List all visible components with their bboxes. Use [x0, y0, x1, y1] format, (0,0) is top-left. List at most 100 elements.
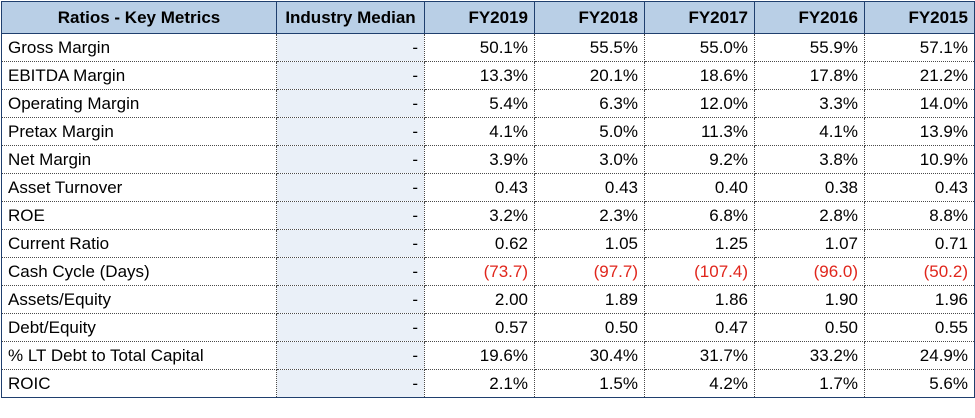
value-cell-fy2015[interactable]: 0.43	[864, 173, 975, 202]
value-cell-fy2017[interactable]: 1.86	[644, 285, 755, 314]
value-cell-fy2019[interactable]: 0.62	[424, 229, 535, 258]
value-cell-fy2015[interactable]: 21.2%	[864, 61, 975, 90]
value-cell-fy2017[interactable]: 1.25	[644, 229, 755, 258]
value-cell-fy2015[interactable]: 57.1%	[864, 33, 975, 62]
value-cell-fy2018[interactable]: 0.43	[534, 173, 645, 202]
header-metric[interactable]: Ratios - Key Metrics	[1, 1, 277, 34]
value-cell-fy2016[interactable]: 3.8%	[754, 145, 865, 174]
value-cell-fy2015[interactable]: 1.96	[864, 285, 975, 314]
value-cell-fy2017[interactable]: 11.3%	[644, 117, 755, 146]
value-cell-fy2018[interactable]: 1.89	[534, 285, 645, 314]
metric-label[interactable]: ROIC	[1, 369, 277, 398]
industry-median-cell[interactable]: -	[276, 117, 425, 146]
value-cell-fy2018[interactable]: 2.3%	[534, 201, 645, 230]
value-cell-fy2017[interactable]: 6.8%	[644, 201, 755, 230]
industry-median-cell[interactable]: -	[276, 89, 425, 118]
metric-label[interactable]: Operating Margin	[1, 89, 277, 118]
industry-median-cell[interactable]: -	[276, 369, 425, 398]
value-cell-fy2016[interactable]: 4.1%	[754, 117, 865, 146]
header-fy2015[interactable]: FY2015	[864, 1, 975, 34]
metric-label[interactable]: Cash Cycle (Days)	[1, 257, 277, 286]
industry-median-cell[interactable]: -	[276, 61, 425, 90]
value-cell-fy2016[interactable]: 0.50	[754, 313, 865, 342]
value-cell-fy2016[interactable]: 3.3%	[754, 89, 865, 118]
value-cell-fy2016[interactable]: 1.7%	[754, 369, 865, 398]
value-cell-fy2019[interactable]: 13.3%	[424, 61, 535, 90]
industry-median-cell[interactable]: -	[276, 313, 425, 342]
value-cell-fy2018[interactable]: 0.50	[534, 313, 645, 342]
value-cell-fy2018[interactable]: (97.7)	[534, 257, 645, 286]
value-cell-fy2019[interactable]: 0.57	[424, 313, 535, 342]
header-fy2016[interactable]: FY2016	[754, 1, 865, 34]
value-cell-fy2019[interactable]: 4.1%	[424, 117, 535, 146]
table-row: Current Ratio -0.62 1.05 1.25 1.07 0.71	[1, 229, 975, 258]
value-cell-fy2016[interactable]: (96.0)	[754, 257, 865, 286]
value-cell-fy2017[interactable]: 12.0%	[644, 89, 755, 118]
value-cell-fy2017[interactable]: 0.47	[644, 313, 755, 342]
value-cell-fy2018[interactable]: 20.1%	[534, 61, 645, 90]
value-cell-fy2015[interactable]: 8.8%	[864, 201, 975, 230]
value-cell-fy2015[interactable]: 14.0%	[864, 89, 975, 118]
header-industry-median[interactable]: Industry Median	[276, 1, 425, 34]
metric-label[interactable]: Net Margin	[1, 145, 277, 174]
header-fy2018[interactable]: FY2018	[534, 1, 645, 34]
metric-label[interactable]: Debt/Equity	[1, 313, 277, 342]
value-cell-fy2015[interactable]: 10.9%	[864, 145, 975, 174]
value-cell-fy2018[interactable]: 1.5%	[534, 369, 645, 398]
value-cell-fy2015[interactable]: 13.9%	[864, 117, 975, 146]
value-cell-fy2019[interactable]: 3.2%	[424, 201, 535, 230]
value-cell-fy2019[interactable]: 2.00	[424, 285, 535, 314]
metric-label[interactable]: Pretax Margin	[1, 117, 277, 146]
value-cell-fy2017[interactable]: 55.0%	[644, 33, 755, 62]
value-cell-fy2019[interactable]: 0.43	[424, 173, 535, 202]
metric-label[interactable]: % LT Debt to Total Capital	[1, 341, 277, 370]
value-cell-fy2019[interactable]: 3.9%	[424, 145, 535, 174]
industry-median-cell[interactable]: -	[276, 201, 425, 230]
metric-label[interactable]: Current Ratio	[1, 229, 277, 258]
header-fy2017[interactable]: FY2017	[644, 1, 755, 34]
metric-label[interactable]: EBITDA Margin	[1, 61, 277, 90]
value-cell-fy2016[interactable]: 55.9%	[754, 33, 865, 62]
value-cell-fy2018[interactable]: 3.0%	[534, 145, 645, 174]
value-cell-fy2015[interactable]: 24.9%	[864, 341, 975, 370]
metric-label[interactable]: Asset Turnover	[1, 173, 277, 202]
value-cell-fy2018[interactable]: 1.05	[534, 229, 645, 258]
industry-median-cell[interactable]: -	[276, 173, 425, 202]
value-cell-fy2015[interactable]: 0.55	[864, 313, 975, 342]
value-cell-fy2015[interactable]: 5.6%	[864, 369, 975, 398]
value-cell-fy2017[interactable]: 0.40	[644, 173, 755, 202]
value-cell-fy2016[interactable]: 2.8%	[754, 201, 865, 230]
value-cell-fy2019[interactable]: 19.6%	[424, 341, 535, 370]
value-cell-fy2019[interactable]: 50.1%	[424, 33, 535, 62]
value-cell-fy2018[interactable]: 6.3%	[534, 89, 645, 118]
value-cell-fy2016[interactable]: 1.07	[754, 229, 865, 258]
industry-median-cell[interactable]: -	[276, 257, 425, 286]
value-cell-fy2018[interactable]: 55.5%	[534, 33, 645, 62]
industry-median-cell[interactable]: -	[276, 145, 425, 174]
value-cell-fy2017[interactable]: 4.2%	[644, 369, 755, 398]
value-cell-fy2015[interactable]: 0.71	[864, 229, 975, 258]
value-cell-fy2017[interactable]: 9.2%	[644, 145, 755, 174]
value-cell-fy2016[interactable]: 17.8%	[754, 61, 865, 90]
table-row: EBITDA Margin -13.3% 20.1% 18.6% 17.8% 21.2%	[1, 61, 975, 90]
value-cell-fy2019[interactable]: 2.1%	[424, 369, 535, 398]
value-cell-fy2017[interactable]: (107.4)	[644, 257, 755, 286]
value-cell-fy2018[interactable]: 30.4%	[534, 341, 645, 370]
value-cell-fy2018[interactable]: 5.0%	[534, 117, 645, 146]
industry-median-cell[interactable]: -	[276, 341, 425, 370]
value-cell-fy2016[interactable]: 1.90	[754, 285, 865, 314]
industry-median-cell[interactable]: -	[276, 285, 425, 314]
metric-label[interactable]: ROE	[1, 201, 277, 230]
value-cell-fy2019[interactable]: 5.4%	[424, 89, 535, 118]
value-cell-fy2019[interactable]: (73.7)	[424, 257, 535, 286]
value-cell-fy2016[interactable]: 33.2%	[754, 341, 865, 370]
industry-median-cell[interactable]: -	[276, 229, 425, 258]
header-fy2019[interactable]: FY2019	[424, 1, 535, 34]
industry-median-cell[interactable]: -	[276, 33, 425, 62]
value-cell-fy2016[interactable]: 0.38	[754, 173, 865, 202]
metric-label[interactable]: Assets/Equity	[1, 285, 277, 314]
metric-label[interactable]: Gross Margin	[1, 33, 277, 62]
value-cell-fy2017[interactable]: 18.6%	[644, 61, 755, 90]
value-cell-fy2015[interactable]: (50.2)	[864, 257, 975, 286]
value-cell-fy2017[interactable]: 31.7%	[644, 341, 755, 370]
